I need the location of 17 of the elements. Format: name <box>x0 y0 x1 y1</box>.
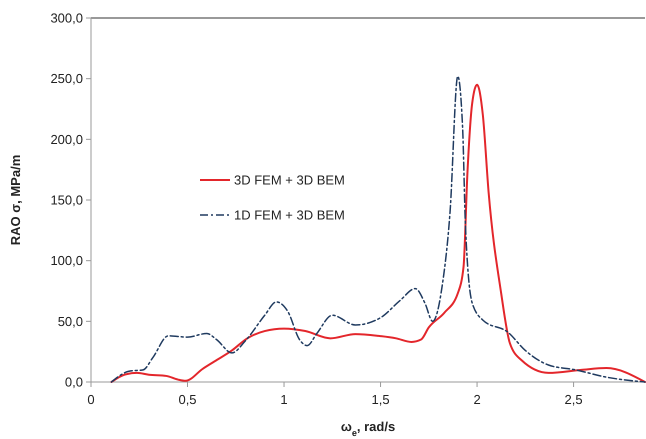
x-tick-label: 0 <box>87 392 95 407</box>
x-tick-label: 1,5 <box>372 392 390 407</box>
x-axis-title: ω$_{e}$, rad/s <box>340 419 396 438</box>
y-tick-label: 200,0 <box>50 132 83 147</box>
y-tick-label: 0,0 <box>64 374 83 390</box>
y-tick-label: 250,0 <box>50 71 83 86</box>
legend-label: 3D FEM + 3D BEM <box>234 172 345 188</box>
x-tick-label: 2,5 <box>564 392 583 407</box>
x-tick-label: 1 <box>280 392 288 407</box>
y-axis-title: RAO σ, MPa/m <box>8 154 23 246</box>
y-tick-label: 150,0 <box>50 192 83 208</box>
y-tick-label: 50,0 <box>58 314 83 329</box>
legend-label: 1D FEM + 3D BEM <box>234 208 345 223</box>
x-tick-label: 2 <box>473 392 481 407</box>
y-tick-label: 100,0 <box>50 253 83 268</box>
y-tick-label: 300,0 <box>50 10 83 26</box>
x-tick-label: 0,5 <box>178 392 197 407</box>
